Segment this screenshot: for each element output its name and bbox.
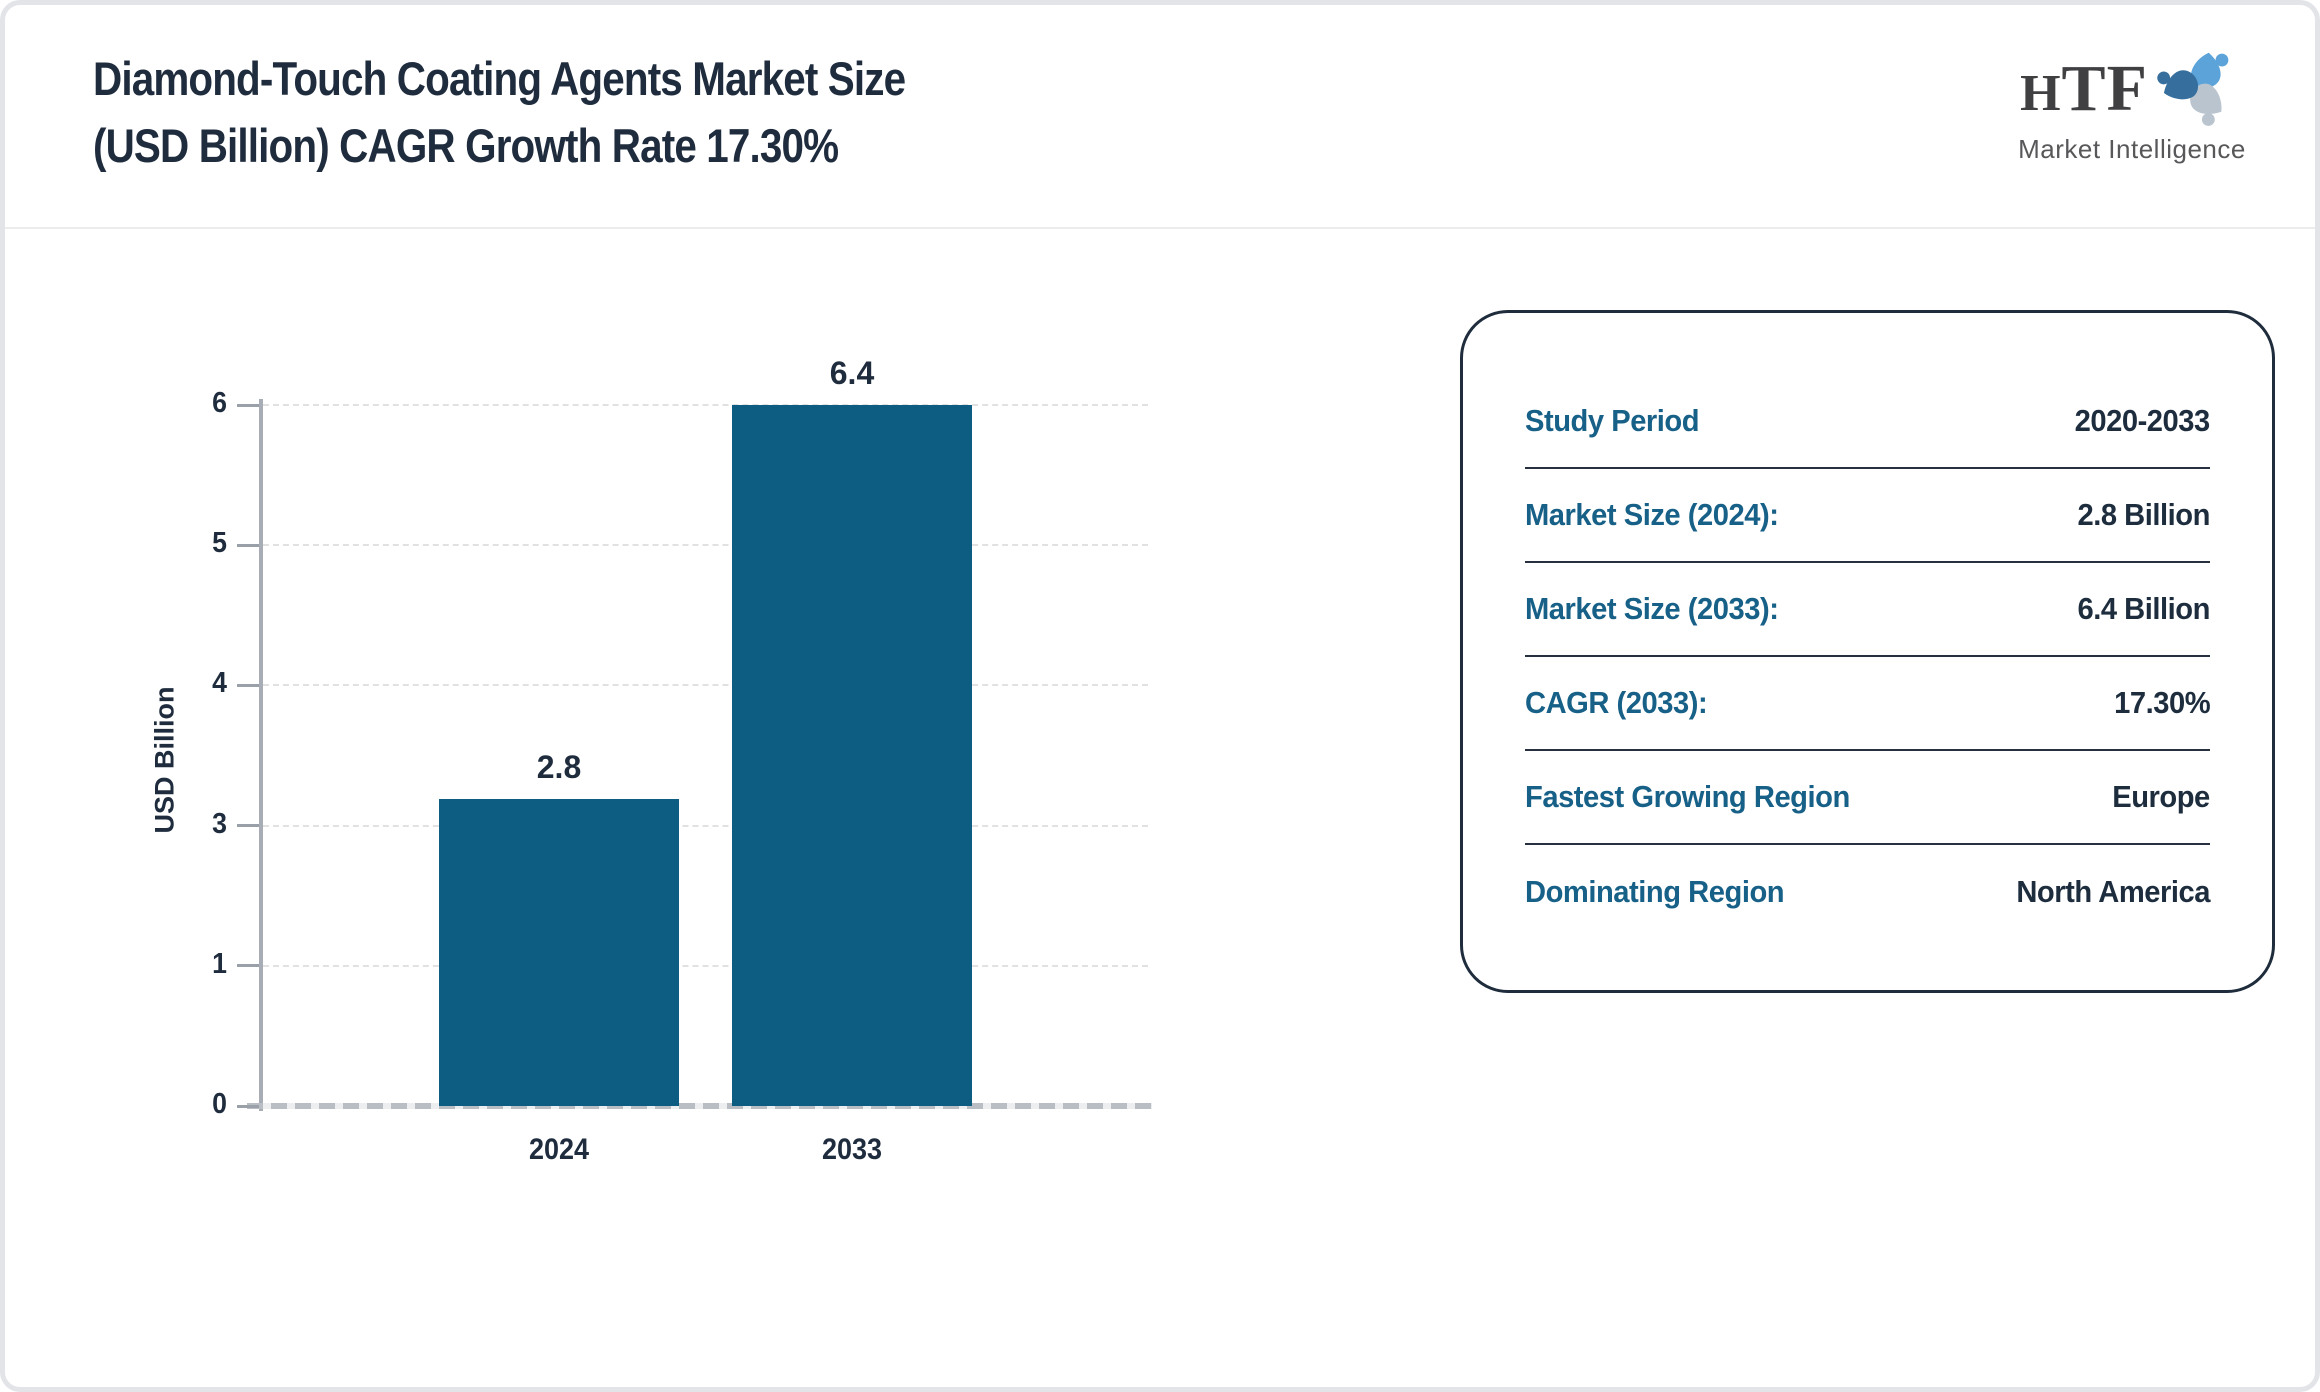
summary-panel: Study Period 2020-2033 Market Size (2024):… [1460, 310, 2275, 993]
page-title: Diamond-Touch Coating Agents Market Size… [93, 45, 906, 179]
panel-row-value: 6.4 Billion [2077, 591, 2211, 626]
gridline [263, 964, 1148, 967]
panel-row: Dominating Region North America [1525, 845, 2210, 939]
panel-row-label: CAGR (2033): [1525, 685, 1708, 720]
y-tick-label: 6 [212, 387, 227, 419]
y-tick-mark [237, 403, 259, 407]
y-tick-mark [237, 683, 259, 687]
panel-row-label: Dominating Region [1525, 874, 1785, 909]
panel-row-value: North America [2016, 874, 2210, 909]
y-tick-mark [237, 824, 259, 828]
panel-row-value: 2.8 Billion [2077, 497, 2211, 532]
htf-swirl-icon [2152, 41, 2244, 132]
y-axis-line [259, 399, 263, 1111]
panel-row-label: Market Size (2024): [1525, 497, 1779, 532]
x-tick-label: 2033 [821, 1133, 883, 1166]
y-tick-mark [237, 543, 259, 547]
y-tick-mark [237, 1104, 259, 1108]
panel-row-label: Fastest Growing Region [1525, 779, 1850, 814]
panel-row: Fastest Growing Region Europe [1525, 751, 2210, 845]
gridline [263, 544, 1148, 547]
gridline [263, 684, 1148, 687]
panel-row: Market Size (2024): 2.8 Billion [1525, 469, 2210, 563]
panel-row-label: Study Period [1525, 403, 1700, 438]
panel-row-label: Market Size (2033): [1525, 591, 1779, 626]
x-axis-line [247, 1103, 1152, 1109]
panel-row-value: 2020-2033 [2074, 403, 2211, 438]
bar-value-label: 6.4 [829, 355, 875, 391]
panel-row: Study Period 2020-2033 [1525, 375, 2210, 469]
bar-value-label: 2.8 [536, 749, 582, 786]
y-tick-label: 0 [212, 1088, 227, 1120]
htf-logo-subtext: Market Intelligence [2018, 134, 2246, 164]
header-divider [5, 227, 2315, 229]
bar-2024 [439, 799, 679, 1106]
panel-row: CAGR (2033): 17.30% [1525, 657, 2210, 751]
page-title-line2: (USD Billion) CAGR Growth Rate 17.30% [93, 119, 839, 172]
y-tick-label: 5 [212, 527, 227, 560]
htf-logo-text: HTF [2020, 52, 2148, 125]
y-tick-label: 4 [212, 667, 227, 700]
gridline [263, 824, 1148, 827]
panel-row-value: Europe [2112, 779, 2210, 814]
y-tick-mark [237, 964, 259, 968]
page-title-line1: Diamond-Touch Coating Agents Market Size [93, 52, 906, 105]
y-tick-label: 1 [212, 947, 227, 980]
panel-row-value: 17.30% [2113, 685, 2210, 720]
x-tick-label: 2024 [528, 1133, 590, 1166]
htf-logo: HTF [2007, 41, 2257, 165]
gridline [263, 404, 1148, 406]
panel-row: Market Size (2033): 6.4 Billion [1525, 563, 2210, 657]
bar-2033 [732, 405, 972, 1106]
y-tick-label: 3 [212, 807, 227, 840]
